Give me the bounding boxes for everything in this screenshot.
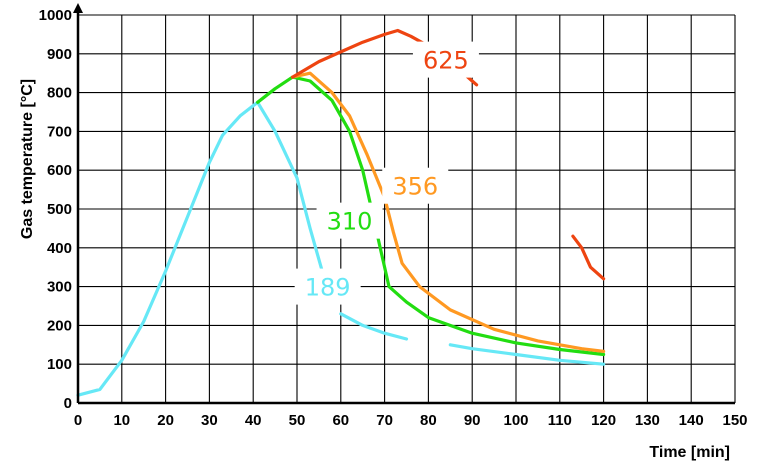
tick-labels: 0 10 20 30 40 50 60 70 80 90 100 110 120 130 140 150 0 10… (39, 7, 748, 429)
y-tick-label: 900 (47, 46, 72, 63)
series-label-310: 310 (327, 208, 373, 236)
x-tick-label: 10 (113, 412, 130, 429)
series-label-box-625 (412, 41, 479, 78)
y-axis-arrow (73, 3, 83, 13)
y-tick-label: 300 (47, 279, 72, 296)
series-label-356: 356 (392, 173, 438, 201)
series-line-310 (256, 75, 606, 357)
series-line-625 (571, 234, 606, 281)
y-tick-label: 200 (47, 317, 72, 334)
x-tick-label: 80 (420, 412, 437, 429)
series-line-189 (76, 100, 334, 397)
x-tick-label: 50 (289, 412, 306, 429)
series-label-box-189 (294, 268, 361, 305)
y-tick-label: 800 (47, 85, 72, 102)
x-tick-label: 110 (548, 412, 572, 429)
y-tick-label: 100 (47, 356, 72, 373)
x-tick-label: 100 (503, 412, 528, 429)
x-tick-label: 90 (464, 412, 481, 429)
x-tick-label: 30 (201, 412, 218, 429)
x-tick-label: 70 (376, 412, 393, 429)
y-tick-label: 0 (64, 395, 72, 412)
y-tick-label: 700 (47, 123, 72, 140)
x-tick-label: 0 (74, 412, 82, 429)
x-tick-label: 20 (157, 412, 174, 429)
y-tick-label: 400 (47, 240, 72, 257)
series-line-189 (448, 343, 606, 366)
series-labels: 189 310 356 625 (294, 41, 479, 305)
y-tick-label: 500 (47, 201, 72, 218)
grid (77, 14, 736, 404)
x-tick-label: 40 (245, 412, 262, 429)
y-tick-label: 600 (47, 162, 72, 179)
x-tick-label: 60 (332, 412, 349, 429)
series-label-189: 189 (305, 274, 351, 302)
y-tick-label: 1000 (39, 7, 72, 24)
x-tick-label: 140 (679, 412, 704, 429)
series-label-box-310 (316, 202, 383, 239)
x-tick-label: 150 (722, 412, 747, 429)
x-axis-title: Time [min] (649, 444, 730, 461)
series-label-625: 625 (423, 47, 469, 75)
series-label-box-356 (382, 167, 449, 204)
series-line-356 (291, 71, 606, 353)
data-series (76, 28, 606, 397)
series-line-189 (339, 312, 409, 341)
y-axis-title: Gas temperature [°C] (19, 79, 36, 239)
x-tick-label: 130 (635, 412, 660, 429)
axes (73, 3, 735, 405)
x-tick-label: 120 (591, 412, 616, 429)
